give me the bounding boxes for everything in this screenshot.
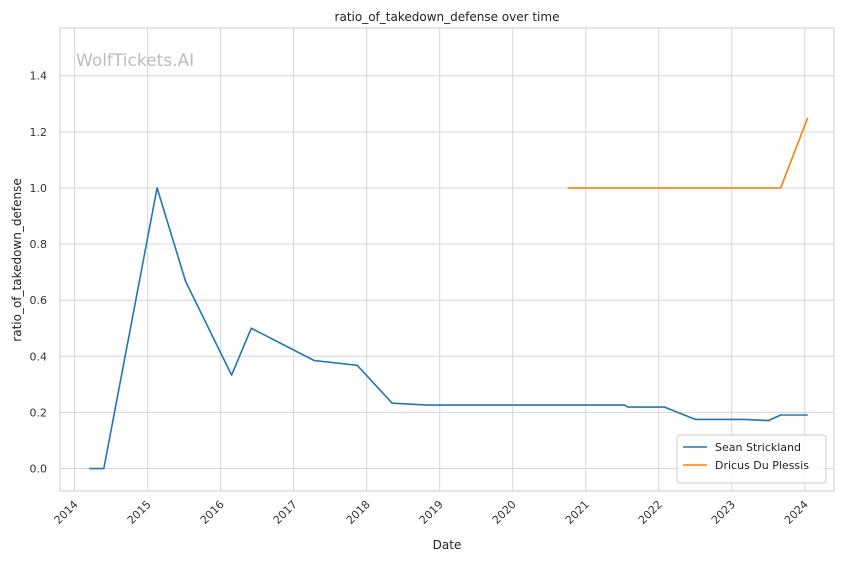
chart-title: ratio_of_takedown_defense over time (335, 10, 560, 24)
y-tick-label: 0.2 (30, 406, 48, 419)
y-axis-ticks: 0.0 0.2 0.4 0.6 0.8 1.0 1.2 1.4 (30, 70, 48, 476)
y-tick-label: 0.6 (30, 294, 48, 307)
y-axis-title: ratio_of_takedown_defense (10, 178, 24, 341)
legend: Sean Strickland Dricus Du Plessis (676, 434, 827, 484)
legend-box (676, 434, 827, 484)
y-tick-label: 1.2 (30, 126, 48, 139)
x-tick-label: 2020 (490, 498, 519, 527)
x-tick-label: 2023 (709, 498, 738, 527)
x-tick-label: 2014 (52, 498, 81, 527)
plot-area-frame (59, 27, 835, 492)
y-tick-label: 1.4 (30, 70, 48, 83)
x-tick-label: 2021 (563, 498, 592, 527)
y-tick-label: 0.8 (30, 238, 48, 251)
y-tick-label: 0.4 (30, 350, 48, 363)
x-tick-label: 2018 (344, 498, 373, 527)
series-line-1 (567, 117, 809, 189)
series-layer (89, 117, 809, 470)
legend-label: Sean Strickland (715, 441, 801, 454)
y-tick-label: 1.0 (30, 182, 48, 195)
x-tick-label: 2017 (271, 498, 300, 527)
legend-label: Dricus Du Plessis (715, 459, 809, 472)
watermark: WolfTickets.AI (76, 51, 194, 71)
y-tick-label: 0.0 (30, 463, 48, 476)
x-tick-label: 2015 (125, 498, 154, 527)
x-tick-label: 2019 (417, 498, 446, 527)
x-tick-label: 2016 (198, 498, 227, 527)
x-axis-ticks: 2014 2015 2016 2017 2018 2019 2020 2021 2022 2023… (52, 498, 811, 527)
series-line-0 (89, 187, 808, 470)
grid (60, 28, 834, 491)
x-tick-label: 2022 (636, 498, 665, 527)
x-tick-label: 2024 (782, 498, 811, 527)
x-axis-title: Date (433, 538, 462, 552)
